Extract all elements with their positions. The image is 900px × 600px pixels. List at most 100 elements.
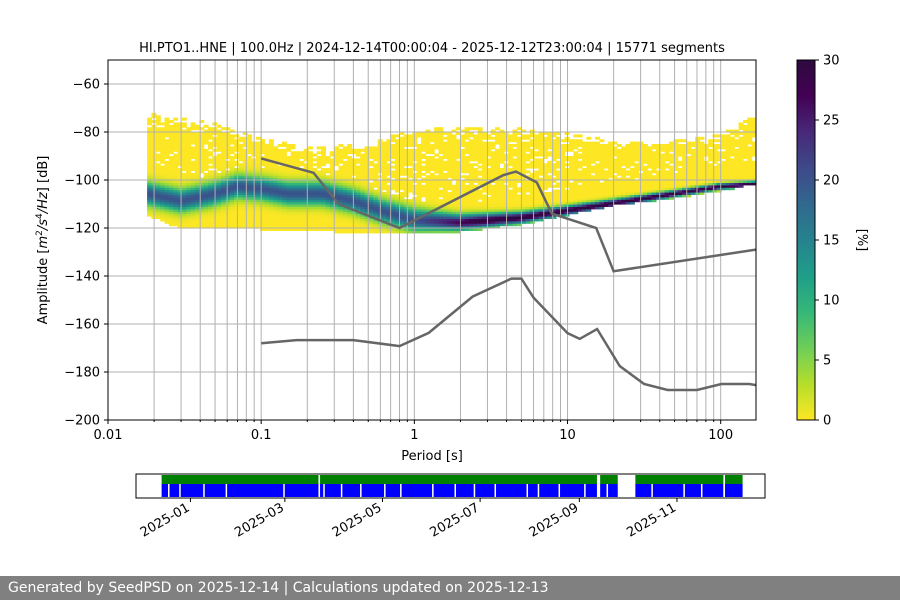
heatmap-cell: [160, 165, 166, 169]
heatmap-cell: [181, 144, 187, 147]
heatmap-cell: [568, 187, 574, 191]
colorbar-tick-label: 0: [823, 414, 831, 429]
heatmap-cell: [160, 144, 166, 147]
heatmap-cell: [521, 170, 527, 174]
heatmap-cell: [386, 139, 392, 143]
heatmap-cell: [695, 151, 701, 155]
heatmap-cell: [655, 175, 661, 179]
heatmap-cell: [738, 182, 744, 186]
heatmap-cell: [316, 216, 322, 219]
heatmap-cell: [429, 196, 435, 200]
heatmap-cell: [521, 213, 527, 217]
heatmap-cell: [438, 144, 444, 147]
heatmap-cell: [612, 175, 618, 179]
heatmap-cell: [177, 124, 183, 128]
heatmap-cell: [669, 170, 674, 174]
heatmap-cell: [716, 156, 722, 159]
heatmap-cell: [529, 153, 535, 157]
heatmap-cell: [381, 194, 387, 198]
heatmap-cell: [221, 148, 226, 152]
heatmap-cell: [473, 158, 479, 162]
heatmap-cell: [281, 206, 287, 210]
heatmap-cell: [321, 187, 327, 191]
heatmap-cell: [477, 141, 483, 145]
heatmap-cell: [408, 172, 414, 176]
heatmap-cell: [312, 220, 318, 224]
heatmap-cell: [173, 192, 179, 195]
heatmap-cell: [686, 160, 692, 164]
heatmap-cell: [229, 187, 235, 191]
heatmap-cell: [186, 225, 192, 229]
heatmap-cell: [477, 148, 483, 152]
heatmap-cell: [516, 132, 522, 135]
heatmap-cell: [673, 184, 679, 188]
heatmap-cell: [321, 160, 327, 164]
heatmap-cell: [242, 218, 248, 222]
heatmap-cell: [390, 211, 396, 215]
heatmap-cell: [434, 141, 440, 145]
heatmap-cell: [686, 194, 692, 198]
heatmap-cell: [482, 208, 487, 212]
heatmap-cell: [338, 223, 344, 227]
heatmap-cell: [560, 175, 566, 179]
heatmap-cell: [203, 216, 209, 219]
heatmap-cell: [238, 204, 244, 207]
heatmap-cell: [447, 144, 453, 147]
heatmap-cell: [651, 163, 657, 167]
heatmap-cell: [247, 136, 253, 140]
heatmap-cell: [521, 187, 527, 191]
heatmap-cell: [247, 180, 253, 183]
heatmap-cell: [255, 146, 261, 150]
heatmap-cell: [273, 204, 279, 207]
heatmap-cell: [308, 168, 313, 171]
heatmap-cell: [595, 199, 601, 203]
heatmap-cell: [477, 170, 483, 174]
heatmap-cell: [160, 199, 166, 203]
heatmap-cell: [421, 160, 427, 164]
heatmap-cell: [595, 184, 601, 188]
heatmap-cell: [164, 148, 170, 152]
heatmap-cell: [390, 170, 396, 174]
heatmap-cell: [390, 230, 396, 234]
heatmap-cell: [194, 141, 200, 145]
heatmap-cell: [273, 196, 279, 200]
heatmap-cell: [207, 175, 213, 179]
heatmap-cell: [634, 158, 640, 162]
heatmap-cell: [686, 175, 692, 179]
heatmap-cell: [508, 192, 514, 195]
heatmap-cell: [160, 160, 166, 164]
heatmap-cell: [381, 182, 387, 186]
heatmap-cell: [695, 189, 701, 193]
heatmap-cell: [438, 189, 444, 193]
heatmap-cell: [334, 172, 340, 176]
heatmap-cell: [168, 124, 174, 128]
heatmap-cell: [447, 168, 453, 171]
heatmap-cell: [164, 163, 170, 167]
heatmap-cell: [682, 151, 688, 155]
heatmap-cell: [355, 225, 361, 229]
plot-area: [108, 60, 756, 420]
heatmap-cell: [573, 146, 579, 150]
heatmap-cell: [425, 160, 431, 164]
heatmap-cell: [555, 170, 561, 174]
heatmap-cell: [742, 134, 748, 138]
heatmap-cell: [447, 153, 453, 157]
heatmap-cell: [429, 230, 435, 234]
heatmap-cell: [403, 230, 409, 234]
heatmap-cell: [612, 160, 618, 164]
heatmap-cell: [482, 218, 487, 222]
heatmap-cell: [686, 170, 692, 174]
heatmap-cell: [308, 189, 313, 193]
heatmap-cell: [725, 158, 731, 162]
heatmap-cell: [368, 168, 374, 171]
heatmap-cell: [642, 151, 648, 155]
heatmap-cell: [181, 192, 187, 195]
heatmap-cell: [451, 223, 457, 227]
heatmap-cell: [608, 153, 614, 157]
heatmap-cell: [425, 213, 431, 217]
heatmap-cell: [525, 158, 531, 162]
heatmap-cell: [534, 177, 540, 181]
heatmap-cell: [368, 225, 374, 229]
heatmap-cell: [399, 153, 405, 157]
heatmap-cell: [664, 196, 670, 200]
